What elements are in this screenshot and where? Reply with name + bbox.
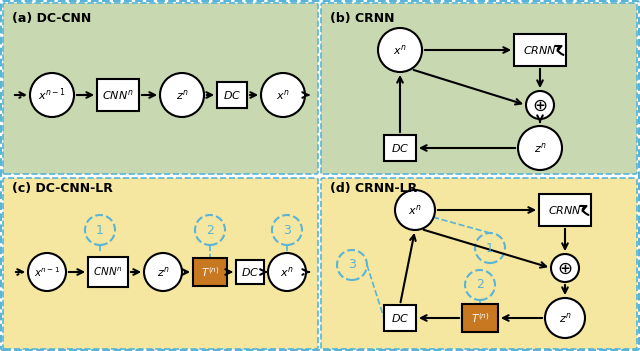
Circle shape <box>261 73 305 117</box>
Circle shape <box>545 298 585 338</box>
Text: 2: 2 <box>476 278 484 291</box>
Text: $z^{n}$: $z^{n}$ <box>534 141 547 155</box>
Circle shape <box>268 253 306 291</box>
Text: $DC$: $DC$ <box>391 142 409 154</box>
Circle shape <box>144 253 182 291</box>
Text: 3: 3 <box>283 224 291 237</box>
Text: $CRNN$: $CRNN$ <box>523 44 557 56</box>
Text: (a) DC-CNN: (a) DC-CNN <box>12 12 92 25</box>
Text: $CNN^n$: $CNN^n$ <box>93 266 123 278</box>
Text: $CNN^n$: $CNN^n$ <box>102 88 134 102</box>
Text: $CRNN$: $CRNN$ <box>548 204 582 216</box>
Text: $DC$: $DC$ <box>241 266 259 278</box>
FancyBboxPatch shape <box>321 178 637 349</box>
Text: $x^{n}$: $x^{n}$ <box>276 88 290 102</box>
Bar <box>539 194 591 226</box>
Bar <box>97 79 139 111</box>
Text: (d) CRNN-LR: (d) CRNN-LR <box>330 182 417 195</box>
Circle shape <box>160 73 204 117</box>
Circle shape <box>30 73 74 117</box>
Bar <box>384 135 416 161</box>
Bar <box>236 260 264 284</box>
Text: $T^{(n)}$: $T^{(n)}$ <box>470 311 490 325</box>
FancyBboxPatch shape <box>3 3 318 174</box>
Text: $z^{n}$: $z^{n}$ <box>157 265 170 279</box>
Text: $\oplus$: $\oplus$ <box>557 260 573 278</box>
Bar <box>462 304 498 332</box>
Text: 1: 1 <box>486 241 494 254</box>
Text: $x^{n-1}$: $x^{n-1}$ <box>34 265 60 279</box>
FancyBboxPatch shape <box>321 3 637 174</box>
Text: $x^{n}$: $x^{n}$ <box>408 203 422 217</box>
Text: $x^{n-1}$: $x^{n-1}$ <box>38 87 66 103</box>
Text: $T^{(n)}$: $T^{(n)}$ <box>200 265 220 279</box>
Bar <box>193 258 227 286</box>
Circle shape <box>378 28 422 72</box>
Bar <box>514 34 566 66</box>
Text: $x^{n}$: $x^{n}$ <box>280 265 294 279</box>
Text: 1: 1 <box>96 224 104 237</box>
Text: (c) DC-CNN-LR: (c) DC-CNN-LR <box>12 182 113 195</box>
Circle shape <box>551 254 579 282</box>
FancyBboxPatch shape <box>3 178 318 349</box>
Circle shape <box>395 190 435 230</box>
Text: $z^{n}$: $z^{n}$ <box>175 88 188 102</box>
Text: $z^{n}$: $z^{n}$ <box>559 311 572 325</box>
Text: $x^{n}$: $x^{n}$ <box>393 43 407 57</box>
Circle shape <box>28 253 66 291</box>
Text: 2: 2 <box>206 224 214 237</box>
Bar <box>384 305 416 331</box>
Text: $DC$: $DC$ <box>223 89 241 101</box>
Text: $\oplus$: $\oplus$ <box>532 97 548 115</box>
Text: (b) CRNN: (b) CRNN <box>330 12 394 25</box>
Text: $DC$: $DC$ <box>391 312 409 324</box>
Bar <box>88 257 128 287</box>
Circle shape <box>526 91 554 119</box>
Text: 3: 3 <box>348 258 356 272</box>
Circle shape <box>518 126 562 170</box>
Bar <box>217 82 247 108</box>
